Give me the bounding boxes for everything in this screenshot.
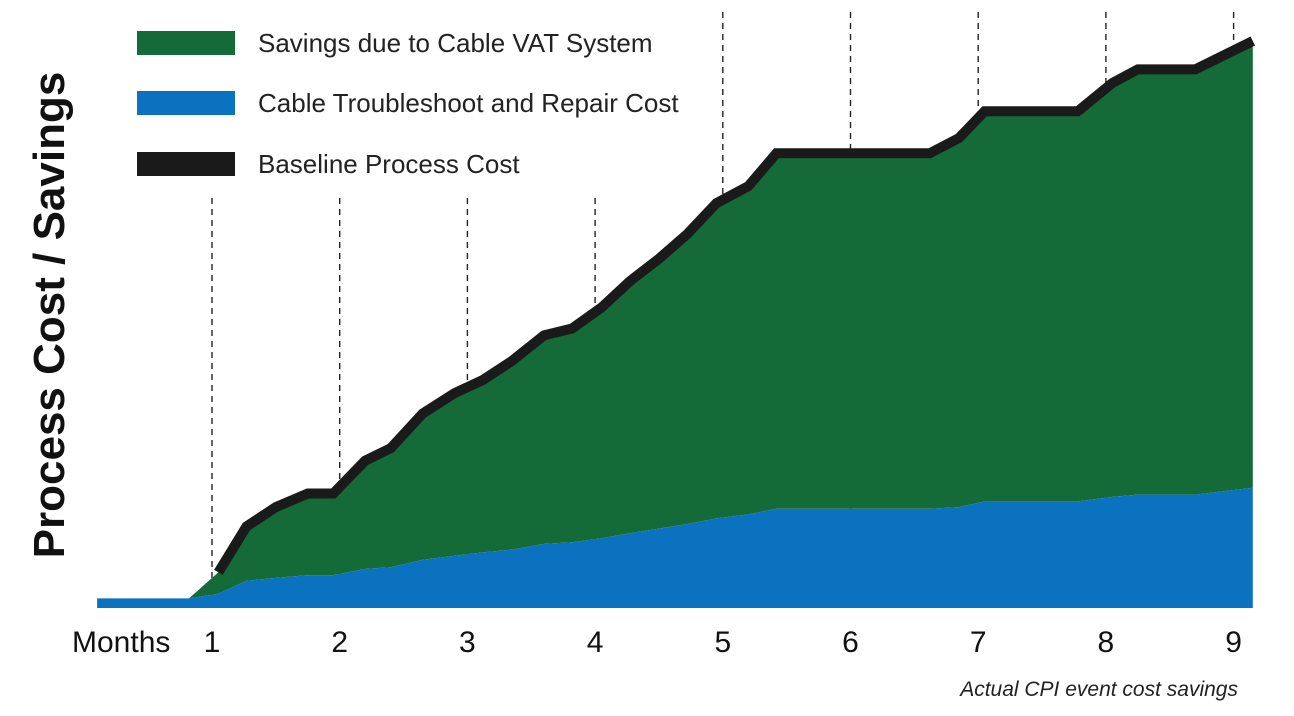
baseline-process-cost-line — [214, 36, 1256, 575]
x-tick-label: 8 — [1098, 626, 1115, 659]
legend-swatch — [137, 91, 235, 115]
x-tick-label: 6 — [842, 626, 859, 659]
legend-swatch — [137, 152, 235, 176]
baseline-line-group — [214, 36, 1256, 575]
legend: Savings due to Cable VAT System Cable Tro… — [137, 28, 679, 179]
x-tick-label: 5 — [714, 626, 731, 659]
legend-item: Baseline Process Cost — [137, 149, 520, 179]
x-tick-label: 2 — [331, 626, 348, 659]
legend-item: Cable Troubleshoot and Repair Cost — [137, 88, 679, 118]
x-tick-label: 7 — [970, 626, 987, 659]
legend-label: Cable Troubleshoot and Repair Cost — [258, 88, 679, 118]
chart-areas — [97, 41, 1253, 608]
legend-swatch — [137, 31, 235, 55]
legend-label: Savings due to Cable VAT System — [258, 28, 653, 58]
legend-label: Baseline Process Cost — [258, 149, 520, 179]
repair-cost-area — [97, 487, 1253, 608]
caption: Actual CPI event cost savings — [958, 678, 1238, 701]
x-tick-label: 4 — [587, 626, 604, 659]
x-tick-label: 1 — [204, 626, 221, 659]
legend-item: Savings due to Cable VAT System — [137, 28, 653, 58]
x-axis-title: Months — [72, 626, 170, 659]
x-axis: Months 1 2 3 4 5 6 7 8 9 — [72, 626, 1242, 659]
x-tick-label: 9 — [1225, 626, 1242, 659]
savings-area — [97, 41, 1253, 599]
y-axis-title: Process Cost / Savings — [25, 72, 74, 559]
x-tick-label: 3 — [459, 626, 476, 659]
